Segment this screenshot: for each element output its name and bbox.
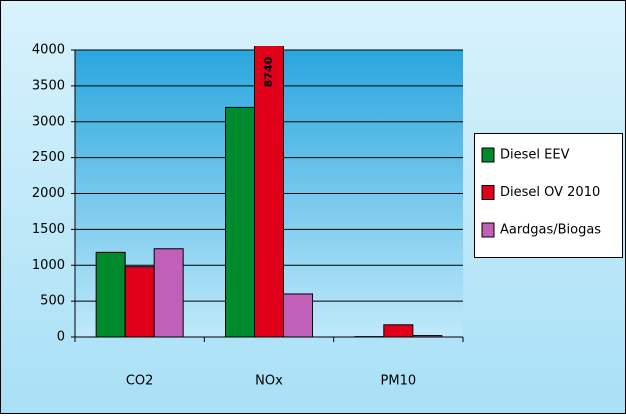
legend-label: Aardgas/Biogas bbox=[500, 223, 601, 238]
data-label: 8740 bbox=[262, 56, 275, 87]
legend-label: Diesel OV 2010 bbox=[500, 185, 600, 200]
y-tick-label: 2000 bbox=[32, 186, 65, 201]
y-tick-label: 1500 bbox=[32, 222, 65, 237]
bar bbox=[125, 267, 154, 337]
y-tick-label: 500 bbox=[40, 294, 65, 309]
bar bbox=[384, 325, 413, 337]
bar bbox=[226, 107, 255, 337]
legend-swatch bbox=[482, 148, 494, 162]
legend-swatch bbox=[482, 186, 494, 200]
y-tick-label: 4000 bbox=[32, 43, 65, 58]
bar bbox=[284, 294, 313, 337]
x-tick-label: PM10 bbox=[381, 374, 417, 389]
y-tick-label: 3500 bbox=[32, 78, 65, 93]
x-tick-label: NOx bbox=[255, 374, 283, 389]
y-tick-label: 3000 bbox=[32, 114, 65, 129]
y-tick-label: 0 bbox=[57, 330, 65, 345]
x-tick-label: CO2 bbox=[126, 374, 154, 389]
y-tick-label: 1000 bbox=[32, 258, 65, 273]
bar bbox=[154, 249, 183, 337]
bar bbox=[96, 252, 125, 337]
legend-label: Diesel EEV bbox=[500, 148, 570, 163]
bar bbox=[255, 0, 284, 337]
y-tick-label: 2500 bbox=[32, 150, 65, 165]
legend-swatch bbox=[482, 223, 494, 237]
